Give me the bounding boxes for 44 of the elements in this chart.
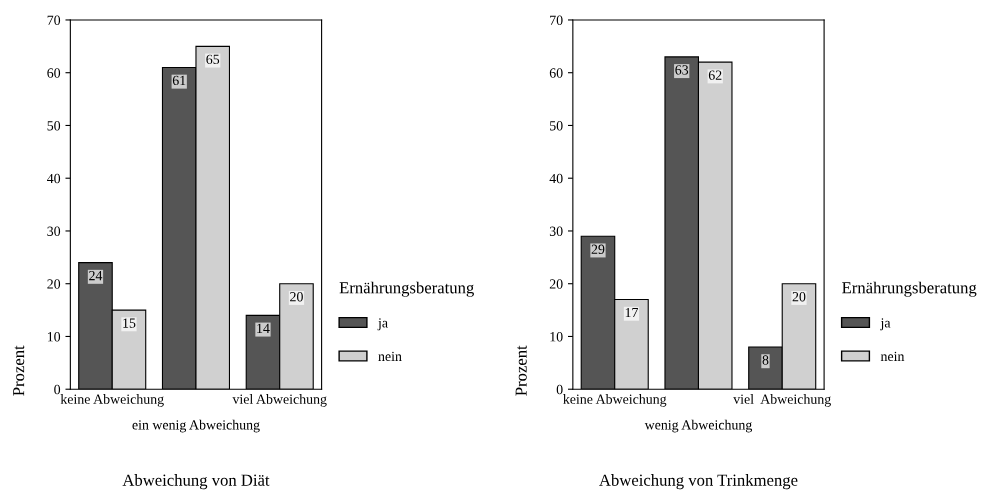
y-tick-label: 50 — [550, 121, 563, 131]
legend-title: Ernährungsberatung — [339, 281, 474, 297]
data-label: 62 — [708, 70, 722, 80]
y-tick-label: 30 — [549, 226, 563, 236]
y-axis-title: Prozent — [13, 345, 25, 396]
y-tick-label: 0 — [556, 384, 563, 395]
data-label: 17 — [625, 307, 639, 318]
y-tick-label: 60 — [549, 68, 563, 78]
x-tick-label: keine Abweichung — [60, 394, 164, 407]
legend-label: nein — [880, 351, 905, 362]
y-axis-title: Prozent — [515, 345, 527, 396]
data-label: 24 — [89, 270, 103, 281]
data-label: 8 — [762, 355, 769, 365]
y-tick-label: 40 — [47, 173, 61, 184]
data-label: 15 — [123, 318, 136, 328]
y-tick-label: 70 — [47, 15, 61, 25]
y-tick-label: 30 — [47, 226, 61, 236]
data-label: 20 — [792, 292, 806, 302]
x-axis-title: Abweichung von Trinkmenge — [599, 474, 798, 490]
x-tick-label: keine Abweichung — [563, 394, 667, 407]
y-tick-label: 20 — [549, 279, 563, 289]
data-label: 63 — [675, 65, 689, 75]
data-label: 14 — [257, 323, 270, 333]
legend-title: Ernährungsberatung — [842, 281, 977, 297]
y-tick-label: 60 — [47, 68, 61, 78]
y-tick-label: 70 — [550, 15, 563, 25]
x-tick-label: viel Abweichung — [232, 394, 327, 407]
y-tick-label: 40 — [549, 173, 563, 184]
data-label: 65 — [206, 54, 220, 65]
x-axis-title: Abweichung von Diät — [122, 474, 270, 490]
y-tick-label: 10 — [550, 332, 563, 342]
x-tick-label: viel Abweichung — [733, 394, 831, 407]
y-tick-label: 10 — [47, 332, 61, 342]
data-label: 20 — [290, 292, 303, 302]
y-tick-label: 20 — [47, 279, 61, 289]
x-tick-label: wenig Abweichung — [644, 419, 753, 433]
legend-label: nein — [378, 351, 402, 362]
y-tick-label: 0 — [54, 384, 61, 395]
data-label: 61 — [172, 75, 186, 86]
legend-label: ja — [377, 318, 388, 331]
legend-label: ja — [880, 318, 891, 331]
y-tick-label: 50 — [47, 121, 61, 131]
data-label: 29 — [591, 244, 605, 254]
x-tick-label: ein wenig Abweichung — [132, 419, 260, 433]
